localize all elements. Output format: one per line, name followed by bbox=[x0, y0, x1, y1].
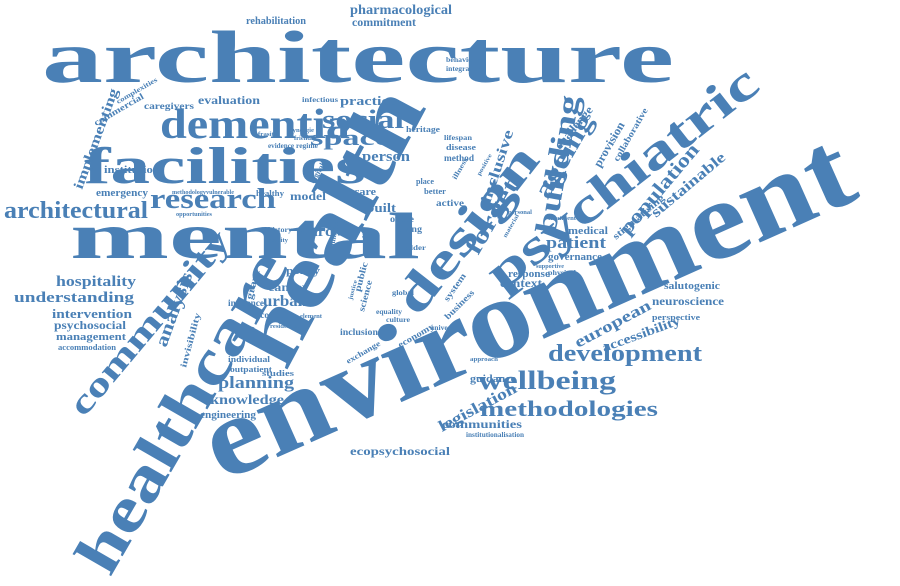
word-model: model bbox=[290, 189, 327, 203]
word-institutionalisation: institutionalisation bbox=[466, 431, 524, 439]
word-person: person bbox=[362, 149, 411, 165]
word-quality: quality bbox=[268, 238, 288, 244]
word-heritage: heritage bbox=[406, 125, 441, 134]
word-care: care bbox=[354, 187, 377, 198]
word-policy: policy bbox=[286, 265, 321, 277]
word-architecture: architecture bbox=[42, 17, 674, 99]
word-active: active bbox=[436, 198, 464, 208]
word-living: living bbox=[398, 224, 423, 234]
word-institution: institution bbox=[104, 164, 160, 176]
word-element: element bbox=[300, 314, 322, 320]
word-wellbeing: wellbeing bbox=[478, 366, 616, 395]
word-area: area bbox=[362, 231, 378, 240]
word-older: older bbox=[406, 244, 426, 252]
word-salutogenic: salutogenic bbox=[664, 280, 720, 292]
word-rehabilitation: rehabilitation bbox=[246, 16, 306, 27]
word-intervention: intervention bbox=[52, 306, 133, 321]
word-accommodation: accommodation bbox=[58, 343, 117, 352]
word-opportunities: opportunities bbox=[176, 212, 213, 218]
word-method: method bbox=[444, 153, 474, 163]
word-engineering: engineering bbox=[200, 410, 256, 421]
word-architectural: architectural bbox=[4, 198, 148, 224]
word-emergency: emergency bbox=[96, 188, 148, 199]
word-influence: influence bbox=[228, 298, 264, 308]
word-healthy: healthy bbox=[256, 189, 284, 198]
word-synergie: synergie bbox=[290, 128, 314, 134]
word-vulnerable: vulnerable bbox=[206, 190, 234, 196]
word-psychosocial: psychosocial bbox=[54, 318, 127, 332]
word-regime: regime bbox=[296, 142, 318, 150]
word-studies: studies bbox=[262, 369, 294, 378]
word-patient: patient bbox=[546, 233, 606, 252]
word-space: space bbox=[310, 125, 390, 150]
word-inclusion: inclusion bbox=[340, 327, 378, 337]
word-social: social bbox=[322, 105, 404, 134]
word-economic: economic bbox=[256, 310, 294, 320]
word-individual: individual bbox=[228, 355, 271, 364]
word-urban: urban bbox=[263, 293, 307, 310]
word-infrasit: infrasit bbox=[252, 132, 274, 138]
word-lifespan: lifespan bbox=[444, 134, 472, 142]
word-justice: justice bbox=[348, 279, 359, 301]
word-development: development bbox=[548, 341, 702, 367]
word-integration: integration bbox=[446, 65, 482, 73]
word-neuroscience: neuroscience bbox=[652, 294, 725, 308]
word-guidance: guidance bbox=[470, 373, 516, 385]
word-behavioural: behavioural bbox=[446, 56, 486, 64]
word-supportive: supportive bbox=[536, 264, 564, 270]
word-equality: equality bbox=[376, 308, 403, 316]
word-evaluation: evaluation bbox=[198, 93, 260, 107]
word-approach: approach bbox=[470, 357, 499, 363]
word-governance: governance bbox=[548, 252, 603, 263]
word-better: better bbox=[424, 187, 446, 196]
word-facilities: facilities bbox=[84, 138, 366, 195]
word-disease: disease bbox=[446, 143, 477, 152]
word-physical: physical bbox=[548, 269, 576, 277]
word-global: global bbox=[392, 289, 414, 297]
word-response: response bbox=[508, 268, 550, 280]
word-ecopsychosocial: ecopsychosocial bbox=[350, 444, 451, 458]
word-universal: universal bbox=[430, 324, 460, 332]
word-caregivers: caregivers bbox=[144, 101, 195, 111]
word-outpatient: outpatient bbox=[230, 365, 272, 374]
word-understanding: understanding bbox=[14, 290, 135, 306]
word-humans: humans bbox=[327, 221, 340, 248]
word-methodologies: methodologies bbox=[480, 396, 659, 421]
word-management: management bbox=[56, 331, 126, 343]
word-pharmacological: pharmacological bbox=[350, 3, 452, 18]
word-culture: culture bbox=[386, 316, 410, 324]
word-knowledge: knowledge bbox=[210, 393, 284, 408]
word-communities: communities bbox=[442, 417, 522, 431]
word-ward: ward bbox=[298, 224, 335, 240]
word-residential: residential bbox=[270, 324, 300, 330]
word-hospitality: hospitality bbox=[56, 274, 137, 290]
word-built: built bbox=[366, 200, 397, 215]
word-dementia: dementia bbox=[160, 102, 350, 148]
word-medical: medical bbox=[568, 225, 608, 237]
word-cancer: cancer bbox=[268, 280, 309, 294]
word-planning: planning bbox=[218, 373, 295, 392]
word-context: context bbox=[500, 276, 542, 290]
word-personal: personal bbox=[508, 210, 532, 216]
word-perspective: perspective bbox=[652, 313, 701, 322]
word-treatment: treatment bbox=[548, 216, 576, 222]
word-research: research bbox=[150, 184, 277, 215]
word-mental: mental bbox=[70, 200, 420, 273]
word-friendly: friendly bbox=[294, 136, 316, 142]
word-history: history bbox=[268, 226, 293, 234]
word-office: office bbox=[390, 214, 414, 224]
word-methodology: methodology bbox=[172, 190, 206, 196]
word-practice: practice bbox=[340, 93, 396, 108]
word-place: place bbox=[416, 177, 434, 186]
word-commitment: commitment bbox=[352, 15, 416, 29]
word-infectious: infectious bbox=[302, 96, 338, 104]
word-evidence: evidence bbox=[268, 142, 294, 150]
